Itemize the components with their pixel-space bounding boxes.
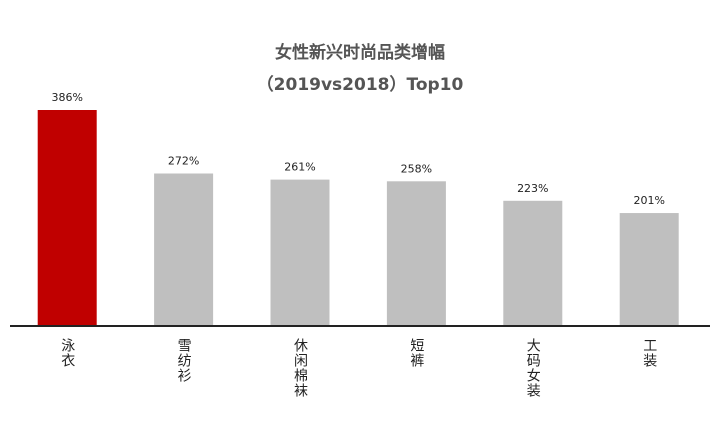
value-label: 272%: [168, 154, 199, 167]
bar: [154, 173, 214, 325]
value-label: 223%: [517, 182, 548, 195]
x-tick-label: 工装: [641, 338, 657, 368]
x-tick-label: 雪纺衫: [176, 338, 192, 383]
chart-subtitle: （2019vs2018）Top10: [257, 74, 464, 95]
x-tick-label: 休闲棉袜: [292, 338, 308, 398]
x-tick-label: 泳衣: [59, 338, 75, 368]
bar: [270, 179, 330, 325]
bar: [619, 213, 679, 325]
value-label: 386%: [51, 91, 82, 104]
value-label: 261%: [284, 161, 315, 174]
chart-title: 女性新兴时尚品类增幅: [275, 42, 445, 63]
value-label: 201%: [633, 194, 664, 207]
bar: [37, 110, 97, 325]
bar: [503, 200, 563, 325]
x-tick-label: 短裤: [408, 338, 424, 368]
value-label: 258%: [401, 162, 432, 175]
bar: [386, 181, 446, 325]
x-tick-label: 大码女装: [525, 338, 541, 398]
